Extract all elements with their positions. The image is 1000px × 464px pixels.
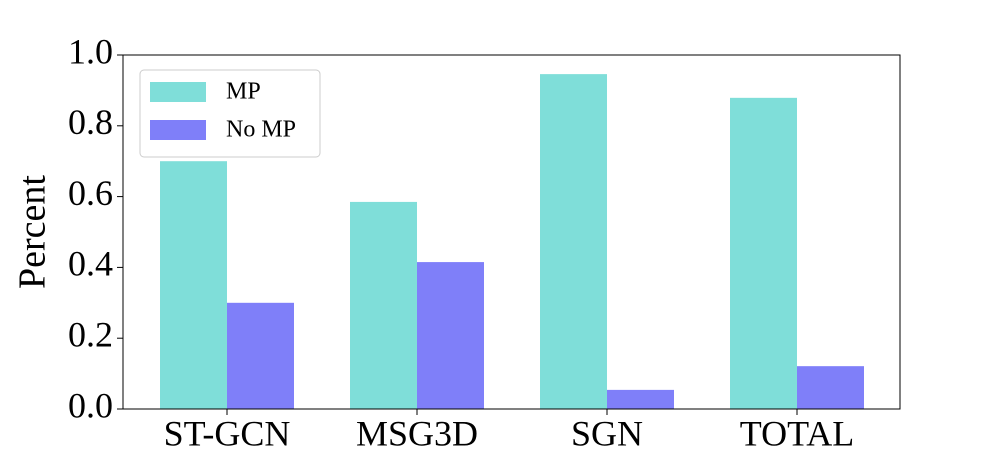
y-tick-label: 0.2 — [68, 314, 113, 354]
y-tick-label: 1.0 — [68, 31, 113, 71]
x-tick-label: SGN — [571, 413, 643, 453]
bar — [417, 262, 484, 409]
bar — [350, 201, 417, 409]
y-axis-label: Percent — [12, 175, 54, 289]
x-tick-label: ST-GCN — [164, 413, 291, 453]
bar — [160, 161, 227, 409]
bar — [797, 366, 864, 409]
bar — [730, 97, 797, 410]
x-tick-label: MSG3D — [356, 413, 478, 453]
plot-frame — [122, 54, 901, 410]
bar — [607, 389, 674, 409]
y-tick-label: 0.0 — [68, 385, 113, 425]
legend-swatch — [150, 82, 206, 102]
bar — [227, 302, 294, 409]
x-tick-label: TOTAL — [740, 413, 854, 453]
legend-swatch — [150, 120, 206, 140]
legend-label: No MP — [226, 117, 296, 143]
bar — [540, 74, 607, 409]
y-tick-label: 0.8 — [68, 102, 113, 142]
y-tick-label: 0.6 — [68, 173, 113, 213]
legend-label: MP — [226, 79, 261, 105]
y-tick-label: 0.4 — [68, 244, 113, 284]
